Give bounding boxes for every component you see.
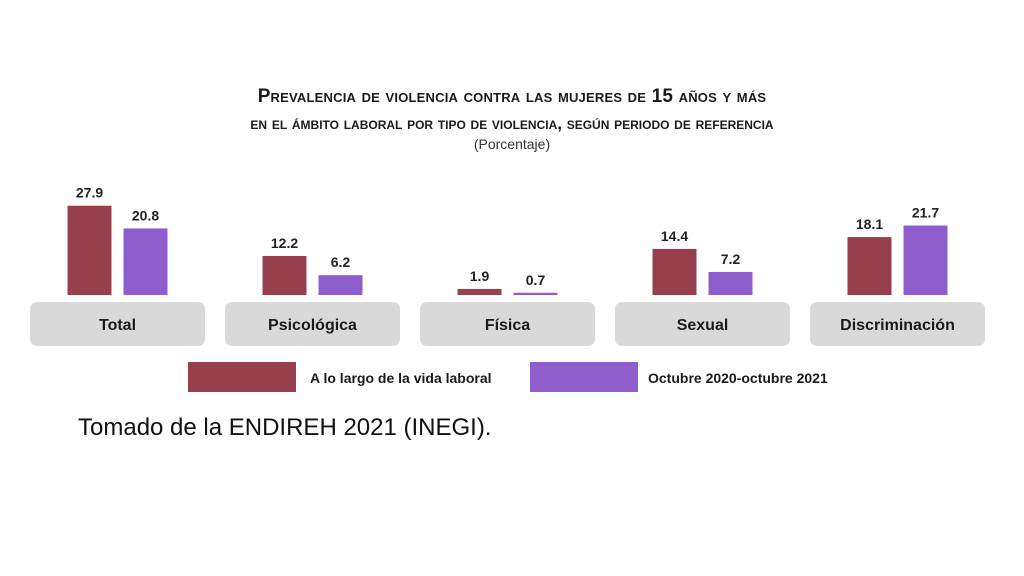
legend-swatch-0	[188, 362, 296, 392]
legend-label-0: A lo largo de la vida laboral	[310, 370, 492, 386]
bar-1-0	[123, 228, 168, 295]
chart-title-line-1: Prevalencia de violencia contra las muje…	[257, 86, 767, 107]
data-label-1-4: 21.7	[912, 205, 939, 221]
category-label-1: Psicológica	[268, 317, 357, 334]
bar-1-1	[318, 275, 363, 295]
data-label-1-3: 7.2	[721, 251, 741, 267]
data-label-0-3: 14.4	[661, 228, 688, 244]
bar-0-2	[457, 288, 502, 295]
category-label-4: Discriminación	[840, 317, 955, 334]
bar-0-0	[67, 205, 112, 295]
legend-swatch-1	[530, 362, 638, 392]
data-label-0-4: 18.1	[856, 216, 883, 232]
category-label-0: Total	[99, 317, 136, 334]
data-label-0-1: 12.2	[271, 235, 298, 251]
category-box-4	[810, 302, 985, 346]
data-label-0-2: 1.9	[470, 268, 490, 284]
bar-1-2	[513, 292, 558, 295]
category-box-3	[615, 302, 790, 346]
chart-subtitle: (Porcentaje)	[473, 136, 551, 152]
data-label-0-0: 27.9	[76, 185, 103, 201]
data-label-1-1: 6.2	[331, 254, 351, 270]
bar-0-1	[262, 255, 307, 295]
source-note: Tomado de la ENDIREH 2021 (INEGI).	[78, 414, 492, 441]
category-box-1	[225, 302, 400, 346]
data-label-1-2: 0.7	[526, 272, 546, 288]
data-label-1-0: 20.8	[132, 207, 159, 223]
category-label-2: Física	[485, 317, 530, 334]
chart-title-line-2: en el ámbito laboral por tipo de violenc…	[250, 114, 774, 133]
category-box-0	[30, 302, 205, 346]
category-box-2	[420, 302, 595, 346]
bar-1-4	[903, 225, 948, 295]
legend-label-1: Octubre 2020-octubre 2021	[648, 370, 828, 386]
bar-0-4	[847, 237, 892, 295]
category-label-3: Sexual	[677, 317, 729, 334]
bar-0-3	[652, 248, 697, 295]
bar-1-3	[708, 271, 753, 295]
